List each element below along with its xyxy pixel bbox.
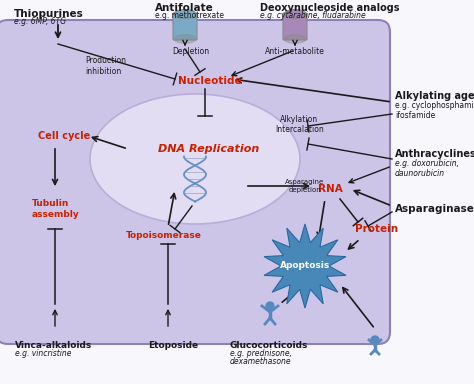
Text: Deoxynucleoside analogs: Deoxynucleoside analogs	[260, 3, 400, 13]
FancyBboxPatch shape	[283, 13, 307, 40]
Text: Depletion: Depletion	[172, 48, 209, 56]
Text: Nucleotide: Nucleotide	[178, 76, 242, 86]
Text: e.g. 6MP, 6TG: e.g. 6MP, 6TG	[14, 17, 66, 26]
Text: Anthracyclines: Anthracyclines	[395, 149, 474, 159]
Text: Protein: Protein	[355, 224, 398, 234]
Ellipse shape	[174, 10, 196, 18]
Text: Intercalation: Intercalation	[275, 124, 324, 134]
Text: Etoposide: Etoposide	[148, 341, 198, 350]
Text: Cell cycle: Cell cycle	[38, 131, 90, 141]
Text: dexamethasone: dexamethasone	[230, 357, 292, 366]
Text: DNA Replication: DNA Replication	[158, 144, 259, 154]
Text: Production
inhibition: Production inhibition	[85, 56, 126, 76]
Text: e.g. vincristine: e.g. vincristine	[15, 349, 72, 358]
Text: e.g. prednisone,: e.g. prednisone,	[230, 349, 292, 358]
Text: Asparagine
depletion: Asparagine depletion	[285, 179, 325, 193]
Ellipse shape	[90, 94, 300, 224]
FancyBboxPatch shape	[0, 20, 390, 344]
Circle shape	[371, 336, 379, 344]
Text: Vinca-alkaloids: Vinca-alkaloids	[15, 341, 92, 350]
Text: Alkylating agents: Alkylating agents	[395, 91, 474, 101]
Text: Anti-metabolite: Anti-metabolite	[265, 48, 325, 56]
Text: Antifolate: Antifolate	[155, 3, 214, 13]
Text: e.g. doxorubicin,: e.g. doxorubicin,	[395, 159, 459, 169]
Text: Topoisomerase: Topoisomerase	[126, 232, 202, 240]
Text: e.g. cyclophosphamide,: e.g. cyclophosphamide,	[395, 101, 474, 111]
Text: ifosfamide: ifosfamide	[395, 111, 435, 119]
Text: Tubulin
assembly: Tubulin assembly	[32, 199, 80, 219]
Text: e.g. cytarabine, fludarabine: e.g. cytarabine, fludarabine	[260, 11, 366, 20]
Circle shape	[266, 302, 274, 310]
Text: Glucocorticoids: Glucocorticoids	[230, 341, 309, 350]
Text: daunorubicin: daunorubicin	[395, 169, 445, 177]
FancyBboxPatch shape	[173, 13, 197, 40]
Text: Alkylation: Alkylation	[280, 114, 318, 124]
Ellipse shape	[284, 10, 306, 18]
Text: RNA: RNA	[318, 184, 343, 194]
Text: e.g. methotrexate: e.g. methotrexate	[155, 11, 224, 20]
Ellipse shape	[174, 35, 196, 43]
Text: Thiopurines: Thiopurines	[14, 9, 84, 19]
Text: Apoptosis: Apoptosis	[280, 262, 330, 270]
Ellipse shape	[284, 35, 306, 43]
Text: Asparaginase: Asparaginase	[395, 204, 474, 214]
Polygon shape	[264, 224, 346, 308]
